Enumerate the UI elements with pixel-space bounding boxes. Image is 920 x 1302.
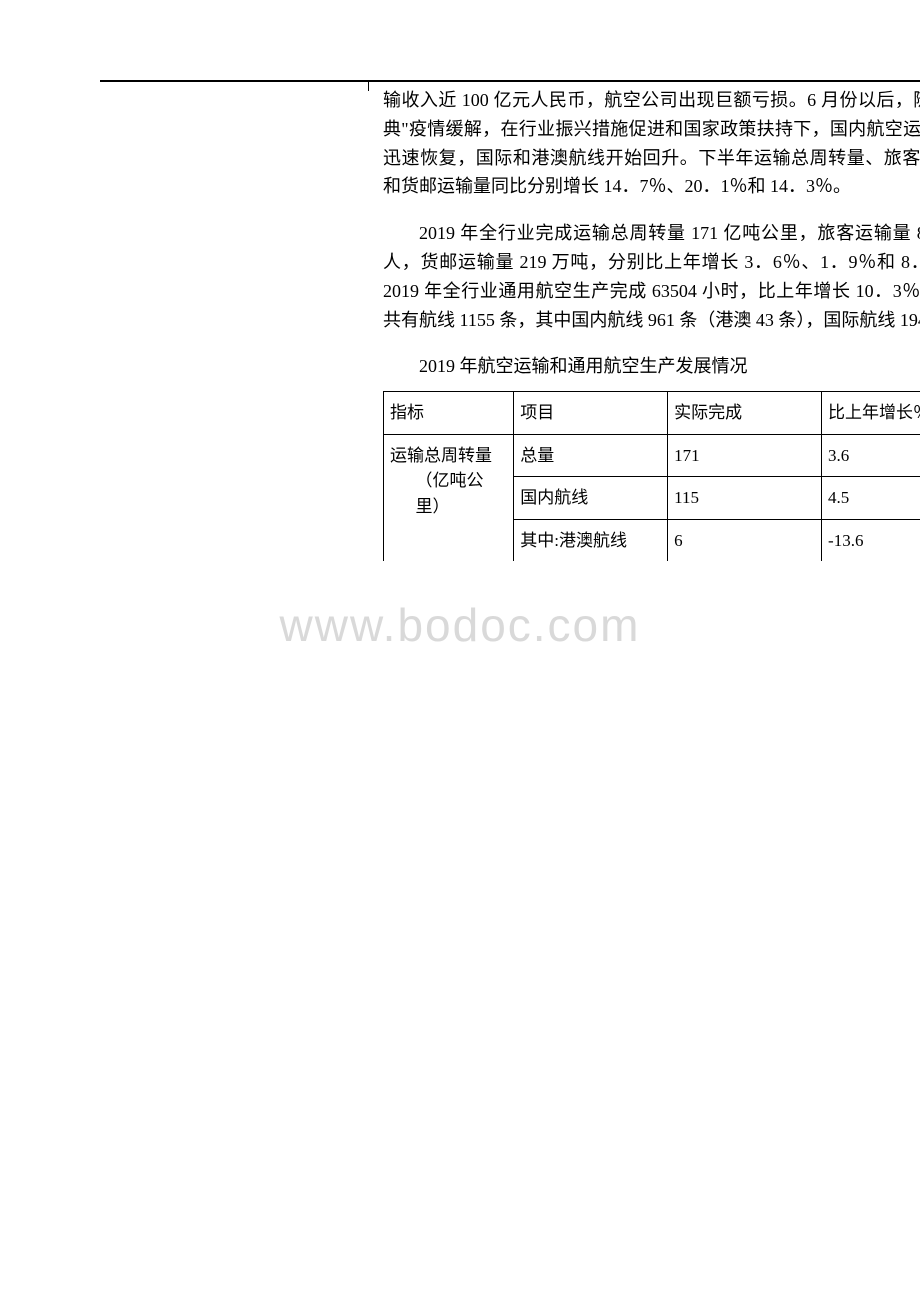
header-actual: 实际完成	[668, 392, 822, 435]
cell-indicator: 运输总周转量（亿吨公里）	[384, 434, 514, 561]
cell-item: 其中:港澳航线	[514, 519, 668, 561]
production-table: 指标 项目 实际完成 比上年增长％ 运输总周转量（亿吨公里） 总量 171 3.…	[383, 391, 920, 561]
paragraph-2: 2019 年全行业完成运输总周转量 171 亿吨公里，旅客运输量 8759 万人…	[383, 219, 920, 334]
main-content-column: 输收入近 100 亿元人民币，航空公司出现巨额亏损。6 月份以后，随着"非典"疫…	[368, 81, 920, 91]
table-header-row: 指标 项目 实际完成 比上年增长％	[384, 392, 920, 435]
cell-growth: 4.5	[822, 477, 920, 520]
cell-growth: 3.6	[822, 434, 920, 477]
cell-item: 国内航线	[514, 477, 668, 520]
watermark-text: www.bodoc.com	[280, 598, 641, 652]
cell-actual: 115	[668, 477, 822, 520]
cell-growth: -13.6	[822, 519, 920, 561]
paragraph-1: 输收入近 100 亿元人民币，航空公司出现巨额亏损。6 月份以后，随着"非典"疫…	[383, 86, 920, 201]
header-growth: 比上年增长％	[822, 392, 920, 435]
header-indicator: 指标	[384, 392, 514, 435]
cell-actual: 171	[668, 434, 822, 477]
cell-actual: 6	[668, 519, 822, 561]
table-row: 运输总周转量（亿吨公里） 总量 171 3.6	[384, 434, 920, 477]
page-frame: 输收入近 100 亿元人民币，航空公司出现巨额亏损。6 月份以后，随着"非典"疫…	[100, 80, 920, 82]
cell-item: 总量	[514, 434, 668, 477]
header-item: 项目	[514, 392, 668, 435]
table-title: 2019 年航空运输和通用航空生产发展情况	[383, 352, 920, 381]
